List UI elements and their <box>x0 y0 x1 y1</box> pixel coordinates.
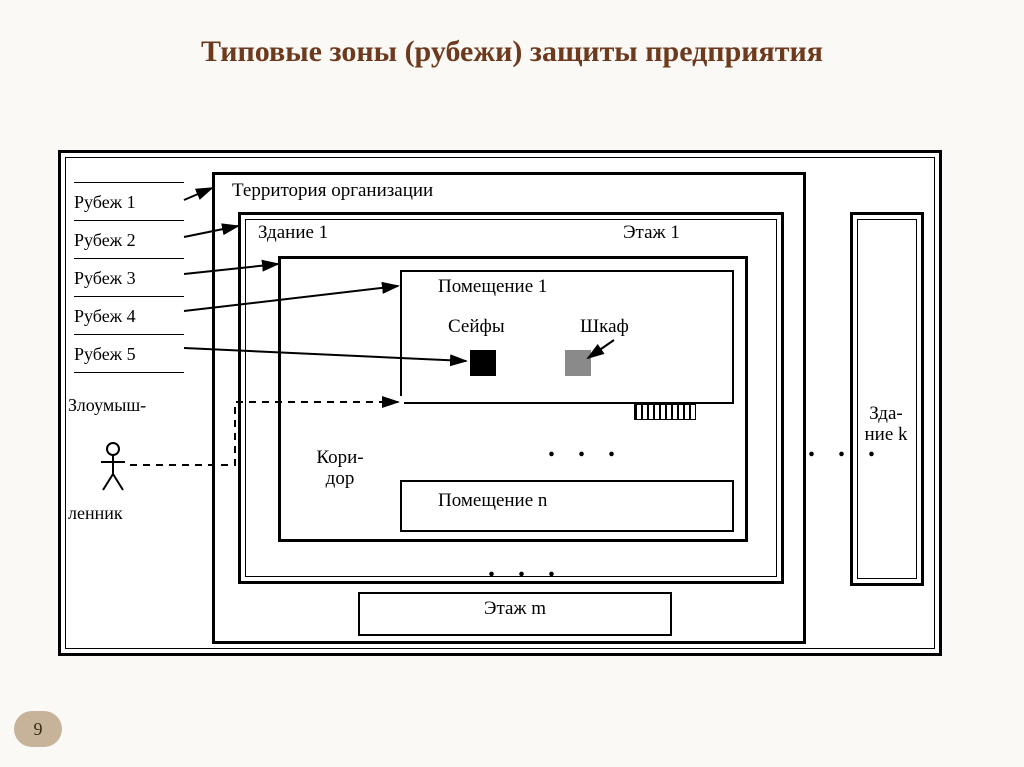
floor1-label: Этаж 1 <box>620 222 683 244</box>
boundary-1: Рубеж 1 <box>74 182 184 221</box>
page-number-badge: 9 <box>14 711 62 747</box>
zone-building-k <box>850 212 924 586</box>
cabinet-icon <box>565 350 591 376</box>
boundary-5: Рубеж 5 <box>74 335 184 373</box>
boundary-4: Рубеж 4 <box>74 297 184 335</box>
door-gap <box>398 396 404 408</box>
slide-title: Типовые зоны (рубежи) защиты предприятия <box>0 35 1024 69</box>
boundary-labels: Рубеж 1 Рубеж 2 Рубеж 3 Рубеж 4 Рубеж 5 <box>74 182 184 373</box>
boundary-3: Рубеж 3 <box>74 259 184 297</box>
zone-territory-label: Территория организации <box>232 180 433 202</box>
safe-icon <box>470 350 496 376</box>
floors-ellipsis: . . . <box>488 552 563 584</box>
slide-stage: Типовые зоны (рубежи) защиты предприятия… <box>0 0 1024 767</box>
zone-building1-label: Здание 1 <box>255 222 331 244</box>
building-k-label: Зда-ние k <box>842 404 930 446</box>
room1-label: Помещение 1 <box>438 276 547 298</box>
room-n-label: Помещение n <box>438 490 547 512</box>
zone-floor-m: Этаж m <box>358 592 672 636</box>
corridor-label: Кори-дор <box>300 448 380 490</box>
boundary-2: Рубеж 2 <box>74 221 184 259</box>
stick-figure-icon <box>98 442 128 492</box>
rooms-ellipsis: . . . <box>548 432 623 464</box>
vent-icon <box>634 404 696 420</box>
safes-label: Сейфы <box>448 316 505 338</box>
cabinet-label: Шкаф <box>580 316 629 338</box>
